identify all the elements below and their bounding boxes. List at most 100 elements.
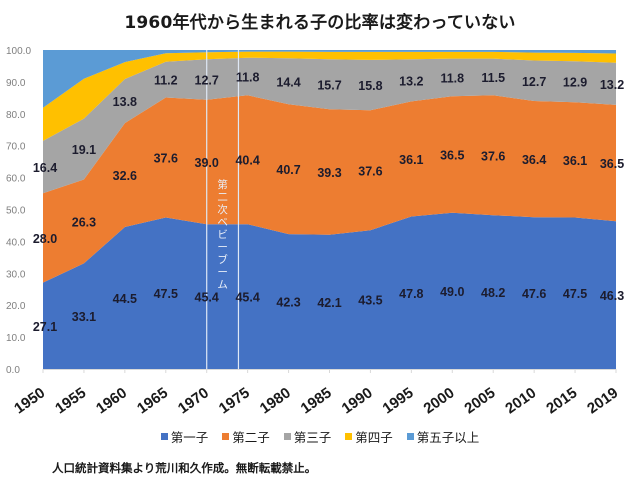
data-label-3: 11.8 <box>440 71 464 85</box>
y-axis: 0.0 10.0 20.0 30.0 40.0 50.0 60.0 70.0 80.0 90.0 1… <box>6 46 31 376</box>
annotation-char: 第 <box>217 178 228 191</box>
legend-swatch <box>406 433 414 440</box>
x-tick-label: 1980 <box>257 384 294 417</box>
y-tick-label: 10.0 <box>6 333 26 344</box>
legend-label: 第五子以上 <box>416 430 480 445</box>
data-label-1: 49.0 <box>440 285 464 299</box>
legend-item-4: 第四子 <box>345 427 393 446</box>
data-label-3: 12.9 <box>563 76 587 90</box>
data-label-2: 36.4 <box>522 153 546 167</box>
y-tick-label: 60.0 <box>6 174 26 185</box>
data-label-1: 47.6 <box>522 287 546 301</box>
data-label-2: 40.7 <box>276 163 300 177</box>
data-label-3: 12.7 <box>195 74 219 88</box>
data-label-3: 16.4 <box>33 161 57 175</box>
x-tick-label: 1995 <box>380 384 417 417</box>
y-tick-label: 30.0 <box>6 269 26 280</box>
y-tick-label: 40.0 <box>6 237 26 248</box>
annotation-char: ビ <box>217 229 228 241</box>
y-tick-label: 20.0 <box>6 301 26 312</box>
y-tick-label: 80.0 <box>6 110 26 121</box>
annotation-char: 二 <box>217 192 228 204</box>
annotation-char: ム <box>217 279 228 291</box>
y-tick-label: 70.0 <box>6 142 26 153</box>
data-label-2: 36.5 <box>600 157 624 171</box>
data-label-3: 11.8 <box>236 70 260 84</box>
annotation-char: 次 <box>217 203 228 216</box>
data-label-1: 33.1 <box>72 310 96 324</box>
data-label-2: 37.6 <box>154 152 178 166</box>
data-label-1: 47.5 <box>563 287 587 301</box>
area-series-4 <box>43 51 616 141</box>
annotation-char: ー <box>217 267 228 279</box>
data-label-3: 11.2 <box>154 74 178 88</box>
data-label-3: 13.2 <box>600 78 624 92</box>
legend-label: 第二子 <box>232 430 270 445</box>
x-tick-label: 2019 <box>584 384 621 417</box>
legend-label: 第三子 <box>293 430 332 445</box>
data-label-1: 42.3 <box>276 296 300 310</box>
x-tick-label: 1955 <box>52 384 89 417</box>
data-label-2: 32.6 <box>113 169 137 183</box>
annotation-char: ベ <box>217 217 228 229</box>
data-label-3: 14.4 <box>276 75 300 89</box>
data-label-1: 46.3 <box>600 289 624 303</box>
legend-item-1: 第一子 <box>160 427 209 446</box>
data-label-3: 15.8 <box>358 79 382 93</box>
data-label-2: 36.1 <box>399 153 423 167</box>
y-tick-label: 90.0 <box>6 78 26 89</box>
y-tick-label: 100.0 <box>6 46 31 57</box>
area-series-1 <box>43 212 616 369</box>
legend: 第一子 第二子 第三子 第四子 第五子以上 <box>0 427 640 446</box>
data-label-1: 48.2 <box>481 286 505 300</box>
data-label-1: 44.5 <box>113 292 137 306</box>
data-label-2: 39.3 <box>317 166 341 180</box>
x-tick-label: 1950 <box>11 384 48 417</box>
x-tick-label: 1985 <box>298 384 335 417</box>
data-label-1: 45.4 <box>235 291 259 305</box>
data-label-3: 11.5 <box>481 71 505 85</box>
annotation-char: ブ <box>217 253 228 266</box>
data-label-1: 45.4 <box>195 291 219 305</box>
legend-swatch <box>160 433 168 440</box>
area-series-5 <box>43 50 616 108</box>
data-label-2: 37.6 <box>358 164 382 178</box>
data-label-3: 19.1 <box>72 143 96 157</box>
legend-swatch <box>222 433 230 440</box>
data-label-1: 47.5 <box>154 287 178 301</box>
legend-item-3: 第三子 <box>283 427 332 446</box>
area-series-2 <box>43 95 616 283</box>
area-series-3 <box>43 57 616 194</box>
data-label-2: 39.0 <box>195 156 219 170</box>
x-tick-label: 1970 <box>175 384 212 417</box>
data-label-2: 36.1 <box>563 154 587 168</box>
data-label-3: 13.2 <box>399 74 423 88</box>
data-label-2: 37.6 <box>481 149 505 163</box>
chart-title: 1960年代から生まれる子の比率は変わっていない <box>124 13 516 33</box>
legend-label: 第一子 <box>170 430 209 445</box>
annotation-char: ー <box>217 242 228 254</box>
x-tick-label: 1975 <box>216 384 253 417</box>
data-labels: 27.1 33.1 44.5 47.5 45.4 45.4 42.3 42.1 43.5 47.8… <box>33 70 624 333</box>
data-label-2: 40.4 <box>235 154 259 168</box>
x-axis: 1950 1955 1960 1965 1970 1975 1980 1985 1990 1995… <box>11 369 621 417</box>
data-label-1: 43.5 <box>358 294 382 308</box>
y-tick-label: 0.0 <box>6 365 20 376</box>
x-tick-label: 2010 <box>502 384 539 417</box>
data-label-2: 28.0 <box>33 232 57 246</box>
y-tick-label: 50.0 <box>6 206 26 217</box>
x-tick-label: 2000 <box>420 384 457 417</box>
data-label-1: 47.8 <box>399 287 423 301</box>
data-label-2: 26.3 <box>72 215 96 229</box>
area-layers <box>43 50 616 369</box>
data-label-3: 12.7 <box>522 75 546 89</box>
x-tick-label: 2005 <box>461 384 498 417</box>
legend-swatch <box>283 433 291 440</box>
x-tick-label: 1960 <box>93 384 130 417</box>
data-label-3: 13.8 <box>113 95 137 109</box>
x-tick-label: 1990 <box>339 384 376 417</box>
legend-swatch <box>345 433 353 440</box>
x-tick-label: 1965 <box>134 384 171 417</box>
data-label-1: 42.1 <box>317 296 341 310</box>
